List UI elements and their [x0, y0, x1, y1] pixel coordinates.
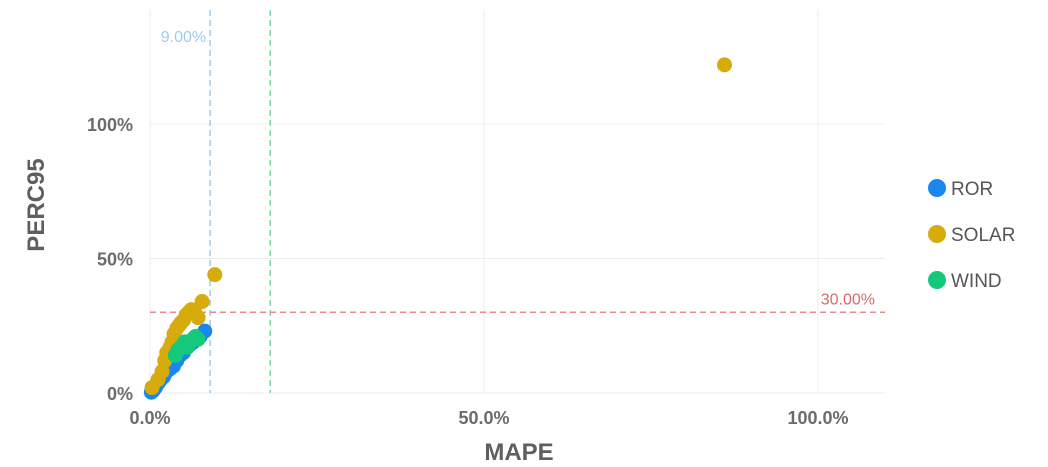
data-point: [190, 310, 206, 326]
legend-marker: [928, 179, 946, 197]
data-point: [207, 267, 223, 283]
x-axis-title: MAPE: [484, 439, 553, 466]
legend-label: ROR: [951, 179, 993, 200]
y-tick-label: 50%: [97, 250, 133, 270]
data-point: [190, 331, 206, 347]
reference-line-label: 9.00%: [161, 29, 206, 46]
y-tick-label: 0%: [107, 384, 133, 404]
series-wind: [167, 329, 206, 363]
legend: ROR SOLAR WIND: [928, 179, 1015, 292]
legend-label: SOLAR: [951, 225, 1015, 246]
series-solar: [144, 57, 732, 396]
data-point: [716, 57, 732, 73]
legend-marker: [928, 271, 946, 289]
reference-lines: 9.00% 30.00%: [150, 10, 885, 393]
legend-marker: [928, 225, 946, 243]
grid: [149, 10, 885, 394]
legend-item-solar: SOLAR: [928, 225, 1015, 246]
reference-line-label: 30.00%: [821, 291, 875, 308]
x-tick-label: 50.0%: [458, 408, 509, 428]
y-tick-label: 100%: [87, 115, 133, 135]
data-points: [143, 57, 732, 400]
legend-item-ror: ROR: [928, 179, 993, 200]
x-tick-label: 0.0%: [129, 408, 170, 428]
x-tick-label: 100.0%: [787, 408, 848, 428]
legend-label: WIND: [951, 271, 1002, 292]
tick-labels: 0.0% 50.0% 100.0% 0% 50% 100%: [87, 115, 849, 428]
y-axis-title: PERC95: [23, 158, 50, 251]
data-point: [194, 294, 210, 310]
legend-item-wind: WIND: [928, 271, 1002, 292]
